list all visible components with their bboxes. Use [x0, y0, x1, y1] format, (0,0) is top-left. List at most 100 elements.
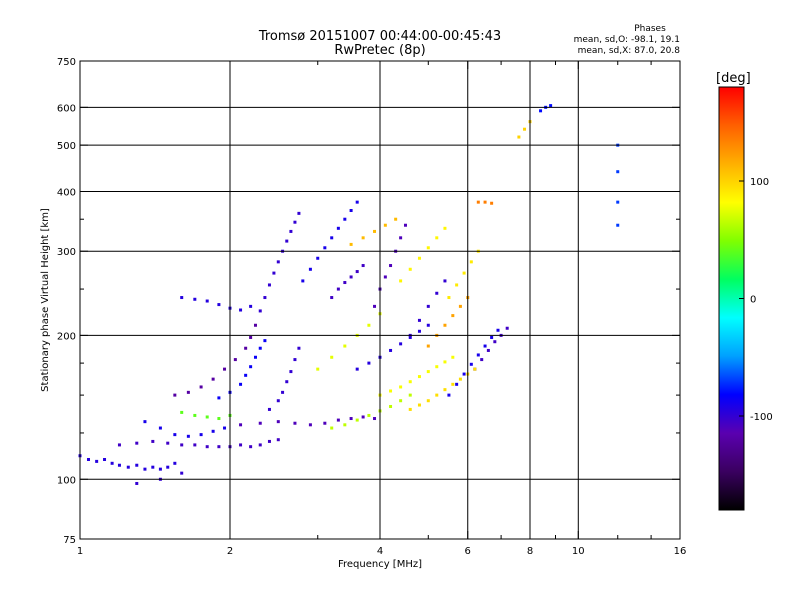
data-point — [616, 200, 620, 204]
data-point — [349, 242, 353, 246]
data-point — [293, 421, 297, 425]
data-point — [186, 390, 190, 394]
data-point — [496, 328, 500, 332]
data-point — [443, 360, 447, 364]
chart-subtitle: RwPretec (8p) — [334, 43, 425, 58]
data-point — [493, 340, 497, 344]
data-point — [426, 399, 430, 403]
x-tick-label: 10 — [572, 546, 585, 557]
y-axis-label: Stationary phase Virtual Height [km] — [40, 208, 51, 392]
data-point — [399, 279, 403, 283]
x-tick-label: 16 — [674, 546, 687, 557]
data-point — [244, 346, 248, 350]
data-point — [426, 246, 430, 250]
data-point — [126, 465, 130, 469]
y-tick-label: 400 — [57, 187, 76, 198]
data-point — [289, 370, 293, 374]
data-point — [244, 373, 248, 377]
data-point — [239, 423, 243, 427]
data-point — [223, 367, 227, 371]
data-point — [361, 236, 365, 240]
data-point — [249, 335, 253, 339]
data-point — [361, 264, 365, 268]
data-point — [308, 423, 312, 427]
data-point — [451, 355, 455, 359]
data-point — [217, 396, 221, 400]
data-point — [343, 281, 347, 285]
data-point — [151, 439, 155, 443]
data-point — [158, 426, 162, 430]
data-point — [473, 367, 477, 371]
data-point — [135, 441, 139, 445]
data-point — [367, 323, 371, 327]
data-point — [166, 441, 170, 445]
data-point — [389, 404, 393, 408]
data-point — [205, 445, 209, 449]
x-tick-label: 1 — [77, 546, 83, 557]
data-point — [349, 417, 353, 421]
data-point — [281, 390, 285, 394]
data-point — [383, 223, 387, 227]
data-point — [297, 346, 301, 350]
phase-info-heading: Phases — [634, 24, 666, 34]
data-point — [193, 443, 197, 447]
data-point — [239, 308, 243, 312]
data-point — [426, 304, 430, 308]
data-point — [490, 201, 494, 205]
data-point — [276, 420, 280, 424]
colorbar-tick-label: 0 — [750, 295, 756, 306]
data-point — [239, 443, 243, 447]
data-point — [258, 421, 262, 425]
data-point — [417, 329, 421, 333]
data-point — [480, 358, 484, 362]
data-point — [143, 467, 147, 471]
data-point — [186, 434, 190, 438]
data-point — [490, 335, 494, 339]
data-point — [276, 399, 280, 403]
data-point — [180, 471, 184, 475]
data-point — [389, 264, 393, 268]
colorbar-label: [deg] — [716, 71, 751, 86]
data-point — [330, 296, 334, 300]
data-point — [443, 388, 447, 392]
data-point — [86, 457, 90, 461]
data-point — [389, 389, 393, 393]
data-point — [249, 365, 253, 369]
data-point — [523, 127, 527, 131]
data-point — [205, 415, 209, 419]
data-point — [285, 380, 289, 384]
data-point — [117, 463, 121, 467]
data-point — [435, 291, 439, 295]
data-point — [408, 407, 412, 411]
data-point — [426, 344, 430, 348]
data-point — [211, 429, 215, 433]
y-tick-label: 500 — [57, 141, 76, 152]
y-tick-label: 300 — [57, 247, 76, 258]
data-point — [301, 279, 305, 283]
data-point — [517, 135, 521, 139]
data-point — [408, 267, 412, 271]
data-point — [355, 270, 359, 274]
data-point — [443, 226, 447, 230]
data-point — [249, 304, 253, 308]
data-point — [355, 367, 359, 371]
data-point — [373, 417, 377, 421]
data-point — [443, 323, 447, 327]
data-point — [373, 229, 377, 233]
data-point — [143, 420, 147, 424]
data-point — [426, 323, 430, 327]
data-point — [135, 481, 139, 485]
x-tick-label: 2 — [227, 546, 233, 557]
data-point — [399, 385, 403, 389]
data-point — [443, 279, 447, 283]
data-point — [476, 200, 480, 204]
data-point — [483, 344, 487, 348]
data-point — [258, 443, 262, 447]
data-point — [336, 418, 340, 422]
data-point — [389, 348, 393, 352]
data-point — [486, 348, 490, 352]
data-point — [343, 423, 347, 427]
data-point — [367, 361, 371, 365]
data-point — [361, 415, 365, 419]
